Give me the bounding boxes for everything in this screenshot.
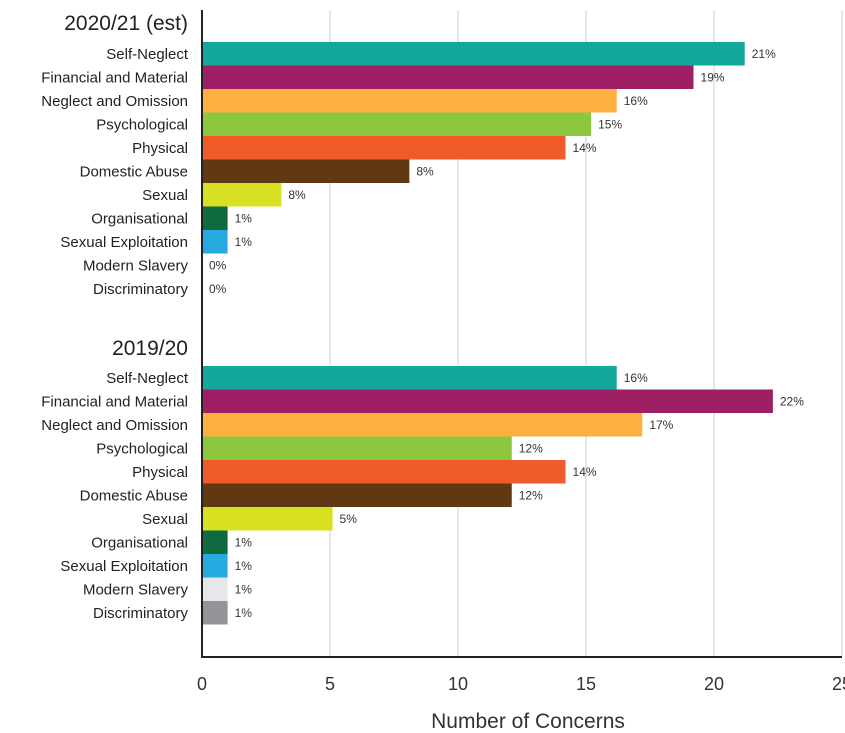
data-label: 0% bbox=[209, 282, 227, 296]
bars-layer bbox=[202, 42, 773, 625]
bar bbox=[202, 366, 617, 390]
bar bbox=[202, 89, 617, 113]
bar bbox=[202, 460, 566, 484]
category-label: Neglect and Omission bbox=[41, 417, 188, 434]
data-label: 1% bbox=[235, 559, 253, 573]
data-label: 14% bbox=[573, 141, 597, 155]
bar bbox=[202, 530, 228, 554]
data-label: 1% bbox=[235, 235, 253, 249]
category-label: Organisational bbox=[91, 534, 188, 551]
category-label: Domestic Abuse bbox=[80, 163, 188, 180]
data-label: 14% bbox=[573, 465, 597, 479]
data-label: 5% bbox=[340, 512, 358, 526]
category-label: Psychological bbox=[96, 440, 188, 457]
category-label: Modern Slavery bbox=[83, 581, 189, 598]
bar bbox=[202, 42, 745, 66]
group-title: 2020/21 (est) bbox=[64, 12, 188, 35]
x-tick-label: 20 bbox=[704, 674, 724, 694]
bar bbox=[202, 136, 566, 160]
bar bbox=[202, 389, 773, 413]
bar bbox=[202, 507, 333, 531]
x-tick-label: 5 bbox=[325, 674, 335, 694]
category-label: Sexual Exploitation bbox=[60, 558, 188, 575]
data-label: 12% bbox=[519, 488, 543, 502]
bar bbox=[202, 159, 410, 183]
data-label: 8% bbox=[288, 188, 306, 202]
category-label: Financial and Material bbox=[41, 393, 188, 410]
data-label: 0% bbox=[209, 258, 227, 272]
category-label: Sexual bbox=[142, 511, 188, 528]
data-label: 16% bbox=[624, 371, 648, 385]
x-tick-label: 10 bbox=[448, 674, 468, 694]
data-label: 1% bbox=[235, 211, 253, 225]
axis-layer: 0 5 10 15 20 25 bbox=[197, 10, 845, 694]
data-label: 16% bbox=[624, 94, 648, 108]
x-tick-label: 25 bbox=[832, 674, 845, 694]
labels-layer: 2020/21 (est) Self-Neglect 21% Financial an… bbox=[41, 12, 804, 622]
category-label: Sexual Exploitation bbox=[60, 234, 188, 251]
category-label: Financial and Material bbox=[41, 69, 188, 86]
category-label: Self-Neglect bbox=[106, 370, 189, 387]
bar bbox=[202, 436, 512, 460]
bar bbox=[202, 577, 228, 601]
bar bbox=[202, 183, 282, 207]
category-label: Modern Slavery bbox=[83, 257, 189, 274]
category-label: Physical bbox=[132, 140, 188, 157]
category-label: Sexual bbox=[142, 187, 188, 204]
data-label: 1% bbox=[235, 535, 253, 549]
bar bbox=[202, 65, 694, 89]
category-label: Discriminatory bbox=[93, 281, 189, 298]
x-tick-label: 0 bbox=[197, 674, 207, 694]
bar bbox=[202, 230, 228, 254]
category-label: Physical bbox=[132, 464, 188, 481]
data-label: 12% bbox=[519, 441, 543, 455]
x-axis-title: Number of Concerns bbox=[431, 710, 625, 733]
data-label: 19% bbox=[701, 70, 725, 84]
data-label: 22% bbox=[780, 394, 804, 408]
bar bbox=[202, 554, 228, 578]
bar bbox=[202, 206, 228, 230]
category-label: Domestic Abuse bbox=[80, 487, 188, 504]
category-label: Psychological bbox=[96, 116, 188, 133]
category-label: Discriminatory bbox=[93, 605, 189, 622]
bar bbox=[202, 483, 512, 507]
data-label: 8% bbox=[416, 164, 434, 178]
category-label: Self-Neglect bbox=[106, 46, 189, 63]
x-tick-label: 15 bbox=[576, 674, 596, 694]
data-label: 1% bbox=[235, 582, 253, 596]
bar bbox=[202, 413, 643, 437]
data-label: 17% bbox=[649, 418, 673, 432]
bar bbox=[202, 601, 228, 625]
bar bbox=[202, 112, 592, 136]
category-label: Neglect and Omission bbox=[41, 93, 188, 110]
data-label: 15% bbox=[598, 117, 622, 131]
data-label: 1% bbox=[235, 606, 253, 620]
category-label: Organisational bbox=[91, 210, 188, 227]
group-title: 2019/20 bbox=[112, 337, 188, 360]
data-label: 21% bbox=[752, 47, 776, 61]
